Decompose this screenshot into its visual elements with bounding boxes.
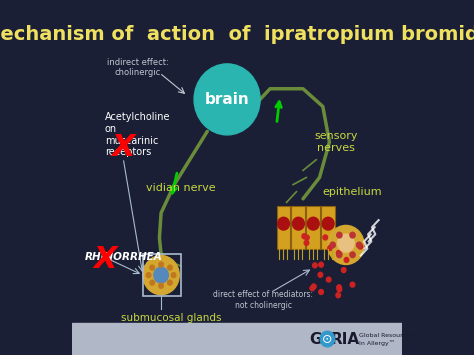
Text: brain: brain [205,92,249,107]
Circle shape [344,257,349,262]
Circle shape [337,287,342,292]
Circle shape [323,235,328,240]
Circle shape [328,225,364,264]
Circle shape [278,217,290,230]
Circle shape [159,283,164,288]
Text: GL: GL [310,332,332,346]
Circle shape [350,252,355,258]
Circle shape [159,262,164,267]
Bar [277,206,291,248]
Bar [321,206,335,248]
Text: Acetylcholine
on
muscarinic
receptors: Acetylcholine on muscarinic receptors [105,113,171,157]
Circle shape [143,256,179,295]
Text: In Allergy™: In Allergy™ [359,340,395,346]
Circle shape [350,282,355,287]
Text: direct effect of mediators:
not cholinergic: direct effect of mediators: not choliner… [213,290,313,310]
Circle shape [171,273,176,278]
Circle shape [194,64,260,135]
Circle shape [310,286,315,291]
Bar [292,206,305,248]
Circle shape [327,277,331,282]
Circle shape [154,267,168,283]
Circle shape [168,265,172,270]
Circle shape [150,265,155,270]
Circle shape [319,262,323,267]
Circle shape [302,234,307,239]
Circle shape [337,251,341,256]
Bar [72,323,402,355]
Circle shape [150,280,155,285]
Circle shape [337,285,341,290]
Circle shape [146,273,151,278]
Circle shape [328,246,332,251]
Circle shape [358,244,363,249]
Text: Mechanism of  action  of  ipratropium bromide: Mechanism of action of ipratropium bromi… [0,25,474,44]
Text: X: X [93,245,117,274]
Text: RHINORRHEA: RHINORRHEA [85,252,163,262]
Text: sensory
nerves: sensory nerves [314,131,358,153]
Circle shape [356,242,362,248]
Text: X: X [111,133,135,162]
Circle shape [304,240,309,245]
Circle shape [307,217,319,230]
Text: vidian nerve: vidian nerve [146,183,216,193]
Text: epithelium: epithelium [323,187,383,197]
Circle shape [336,293,340,298]
Bar [143,254,181,296]
Circle shape [168,280,172,285]
Text: Global Resources: Global Resources [359,333,413,338]
Circle shape [320,331,335,347]
Circle shape [337,252,342,258]
Text: indirect effect:
cholinergic: indirect effect: cholinergic [107,58,169,77]
Circle shape [311,284,316,289]
Circle shape [319,289,323,294]
Bar [306,206,320,248]
Text: ⊙: ⊙ [322,333,333,345]
Circle shape [292,217,304,230]
Circle shape [337,232,342,238]
Circle shape [305,235,309,240]
Circle shape [337,234,354,252]
Circle shape [318,272,323,277]
Circle shape [350,232,355,238]
Circle shape [322,217,334,230]
Circle shape [341,268,346,273]
Text: submucosal glands: submucosal glands [121,313,221,323]
Text: RIA: RIA [331,332,360,346]
Circle shape [330,242,336,248]
Circle shape [312,263,317,268]
